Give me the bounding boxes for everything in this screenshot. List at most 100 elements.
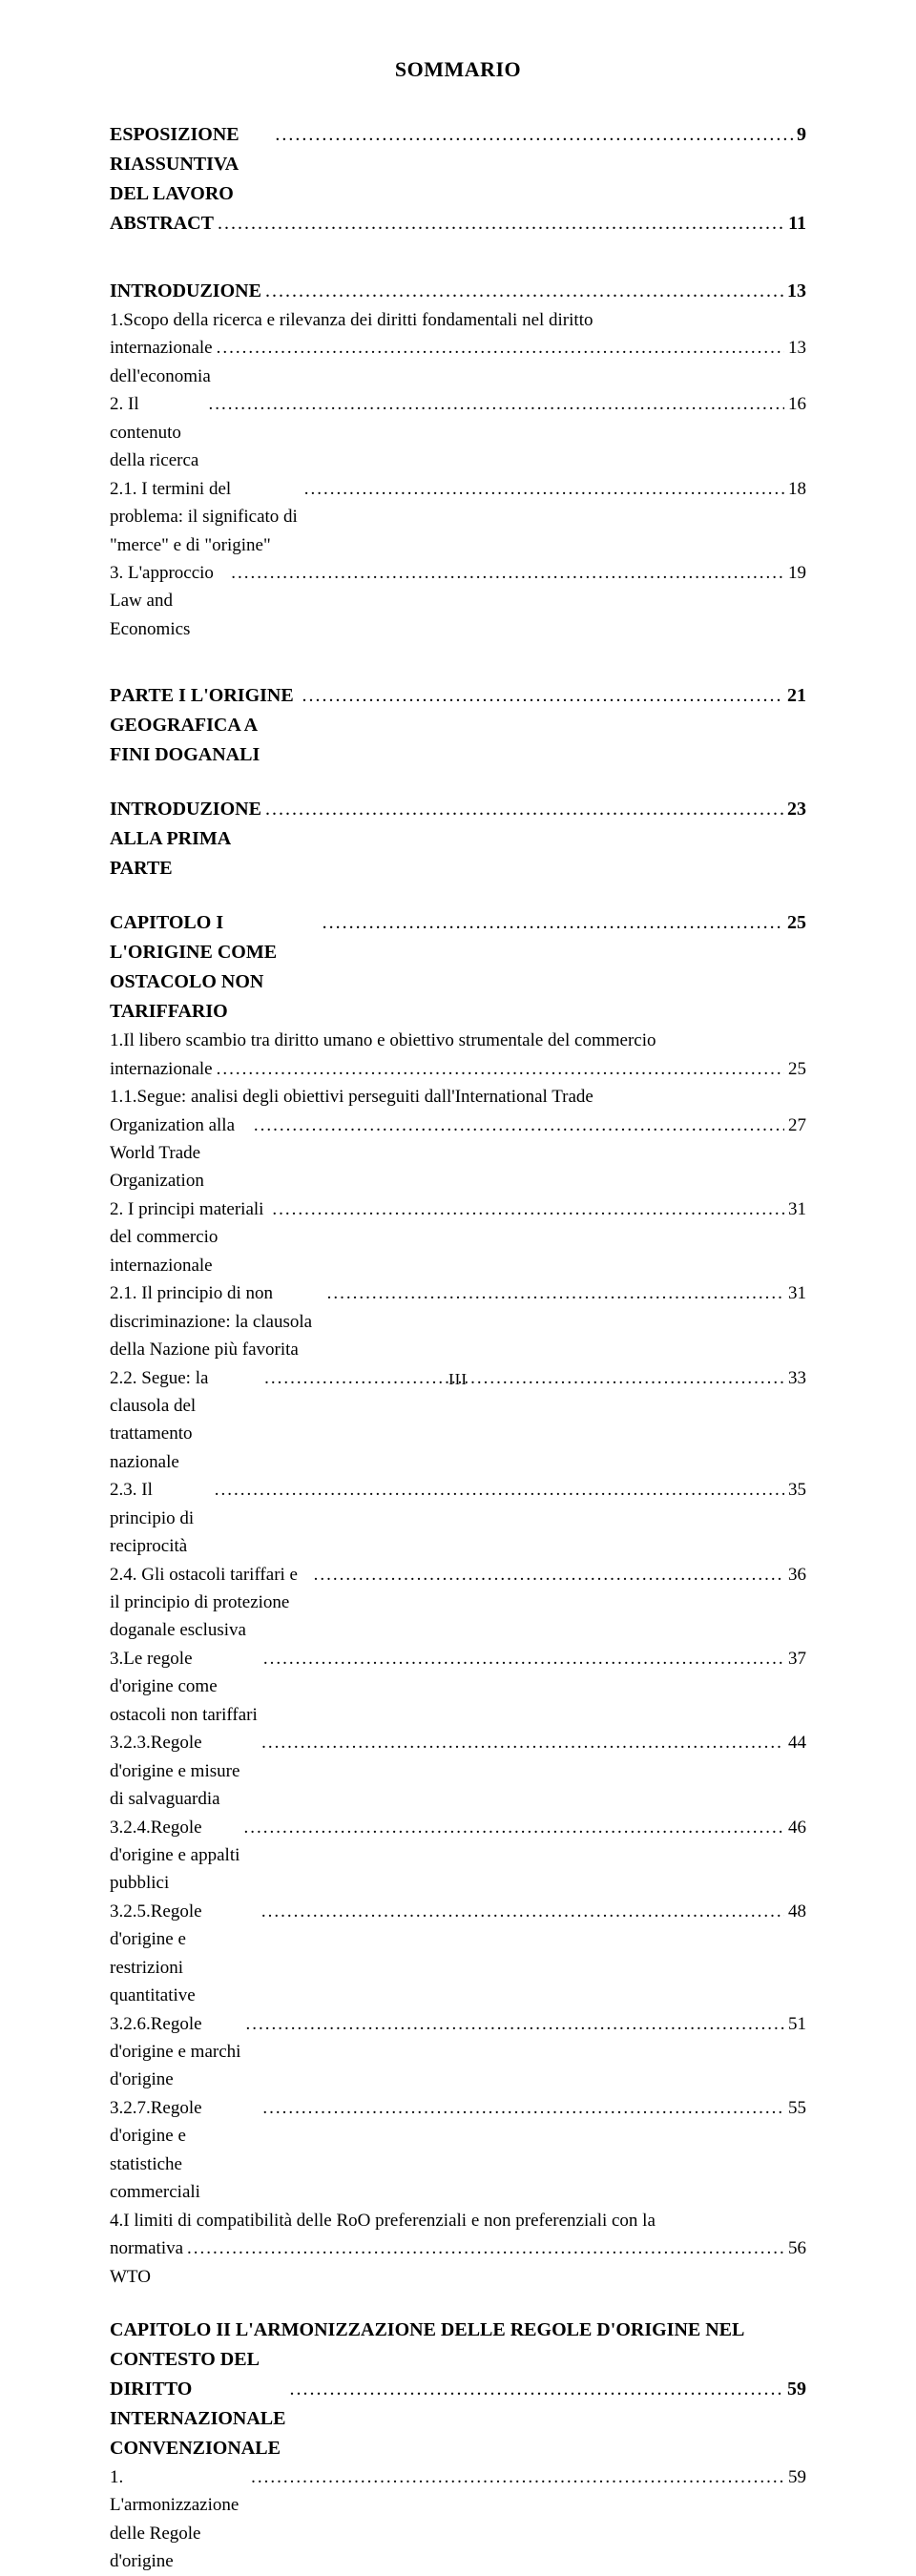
toc-entry-text: internazionale	[110, 1055, 213, 1083]
toc-entry-page: 23	[783, 795, 806, 824]
toc-text-segment: A	[110, 213, 123, 234]
toc-text-segment: BSTRACT	[123, 213, 213, 234]
toc-text-segment: C	[110, 912, 123, 933]
toc-entry: 3.2.5.Regole d'origine e restrizioni qua…	[110, 1898, 806, 2010]
toc-entry-page: 13	[783, 277, 806, 306]
toc-leader	[319, 908, 783, 938]
toc-entry: 2.1. Il principio di non discriminazione…	[110, 1279, 806, 1363]
toc-entry: internazionale dell'economia13	[110, 334, 806, 390]
toc-entry: normativa WTO 56	[110, 2234, 806, 2291]
toc-entry: 1.Scopo della ricerca e rilevanza dei di…	[110, 306, 806, 334]
toc-entry-page: 48	[784, 1898, 806, 1925]
toc-entry: DIRITTO INTERNAZIONALE CONVENZIONALE 59	[110, 2375, 806, 2463]
toc-text-segment: II L'	[216, 2319, 253, 2340]
toc-text-segment: I L'	[178, 685, 209, 706]
toc-leader	[301, 475, 784, 503]
toc-entry-page: 16	[784, 390, 806, 418]
toc-entry-page: 56	[784, 2234, 806, 2262]
toc-text-segment: ARMONIZZAZIONE DELLE REGOLE D	[254, 2319, 611, 2340]
toc-leader	[205, 390, 785, 418]
toc-text-segment: SPOSIZIONE RIASSUNTIVA DEL LAVORO	[110, 124, 239, 204]
toc-spacer	[110, 239, 806, 277]
toc-leader	[247, 2463, 784, 2491]
toc-entry: internazionale 25	[110, 1055, 806, 1083]
toc-text-segment: DIRITTO INTERNAZIONALE CONVENZIONALE	[110, 2379, 285, 2459]
toc-text-segment: E	[110, 124, 122, 145]
toc-entry-page: 59	[783, 2375, 806, 2404]
toc-entry: 2. Il contenuto della ricerca16	[110, 390, 806, 474]
toc-spacer	[110, 643, 806, 681]
toc-entry-text: 2.1. Il principio di non discriminazione…	[110, 1279, 323, 1363]
toc-entry-page: 18	[784, 475, 806, 503]
toc-entry-text: ABSTRACT	[110, 209, 214, 239]
title-rest: OMMARIO	[407, 57, 522, 81]
toc-entry-text: 2. I principi materiali del commercio in…	[110, 1195, 268, 1279]
toc-entry-page: 27	[784, 1111, 806, 1139]
toc-entry-text: 2.4. Gli ostacoli tariffari e il princip…	[110, 1561, 310, 1645]
toc-entry-text: normativa WTO	[110, 2234, 183, 2291]
toc-entry-text: ESPOSIZIONE RIASSUNTIVA DEL LAVORO	[110, 120, 271, 209]
toc-entry-text: 3.2.3.Regole d'origine e misure di salva…	[110, 1729, 258, 1813]
toc-entry-page: 25	[784, 1055, 806, 1083]
toc-leader	[258, 1729, 784, 1756]
toc-entry-text: INTRODUZIONE	[110, 277, 261, 306]
toc-entry-text: PARTE I L'ORIGINE GEOGRAFICA A FINI DOGA…	[110, 681, 299, 770]
toc-leader	[260, 1645, 784, 1672]
toc-leader	[213, 334, 784, 362]
toc-text-segment: C	[110, 2319, 123, 2340]
toc-entry: 2. I principi materiali del commercio in…	[110, 1195, 806, 1279]
toc-text-segment: I	[110, 280, 117, 301]
toc-leader	[261, 795, 783, 824]
toc-leader	[240, 1814, 784, 1841]
toc-text-segment: I	[110, 799, 117, 820]
toc-spacer	[110, 770, 806, 795]
toc-entry-page: 44	[784, 1729, 806, 1756]
toc-entry-page: 37	[784, 1645, 806, 1672]
toc-entry: CAPITOLO II L'ARMONIZZAZIONE DELLE REGOL…	[110, 2316, 806, 2375]
toc-entry: 3.2.7.Regole d'origine e statistiche com…	[110, 2094, 806, 2207]
toc-leader	[211, 1476, 784, 1504]
toc-entry-text: 3.2.6.Regole d'origine e marchi d'origin…	[110, 2010, 242, 2094]
toc-text-segment: P	[110, 685, 121, 706]
toc-entry-page: 36	[784, 1561, 806, 1589]
toc-entry: 3.2.6.Regole d'origine e marchi d'origin…	[110, 2010, 806, 2094]
toc-leader	[214, 209, 784, 239]
toc-entry-text: 3. L'approccio Law and Economics	[110, 559, 227, 643]
toc-entry-page: 13	[784, 334, 806, 362]
toc-leader	[261, 277, 783, 306]
toc-text-segment: APITOLO	[123, 912, 216, 933]
toc-entry: ABSTRACT 11	[110, 209, 806, 239]
toc-leader	[268, 1195, 784, 1223]
toc-entry: 1.Il libero scambio tra diritto umano e …	[110, 1027, 806, 1054]
toc-text-segment: NTRODUZIONE ALLA PRIMA PARTE	[110, 799, 261, 879]
toc-entry: 2.1. I termini del problema: il signific…	[110, 475, 806, 559]
toc-entry-page: 31	[784, 1195, 806, 1223]
toc-entry-page: 19	[784, 559, 806, 587]
toc-entry: CAPITOLO I L'ORIGINE COME OSTACOLO NON T…	[110, 908, 806, 1027]
toc-entry-page: 35	[784, 1476, 806, 1504]
toc-entry-text: 1. L'armonizzazione delle Regole d'origi…	[110, 2463, 247, 2576]
toc-leader	[258, 1898, 784, 1925]
toc-entry-text: DIRITTO INTERNAZIONALE CONVENZIONALE	[110, 2375, 285, 2463]
toc-leader	[242, 2010, 785, 2038]
toc-entry-page: 21	[783, 681, 806, 711]
toc-entry-text: CAPITOLO I L'ORIGINE COME OSTACOLO NON T…	[110, 908, 319, 1027]
toc-entry: 3. L'approccio Law and Economics 19	[110, 559, 806, 643]
toc-entry: PARTE I L'ORIGINE GEOGRAFICA A FINI DOGA…	[110, 681, 806, 770]
toc-entry: 2.4. Gli ostacoli tariffari e il princip…	[110, 1561, 806, 1645]
toc-spacer	[110, 883, 806, 908]
toc-leader	[259, 2094, 784, 2122]
toc-entry-page: 11	[784, 209, 806, 239]
toc-entry-text: 3.Le regole d'origine come ostacoli non …	[110, 1645, 260, 1729]
toc-leader	[213, 1055, 784, 1083]
toc-entry-page: 25	[783, 908, 806, 938]
toc-entry-text: Organization alla World Trade Organizati…	[110, 1111, 250, 1195]
toc-spacer	[110, 2291, 806, 2316]
toc-entry: 4.I limiti di compatibilità delle RoO pr…	[110, 2207, 806, 2234]
toc-entry-page: 46	[784, 1814, 806, 1841]
toc-text-segment: ARTE	[121, 685, 178, 706]
toc-entry-text: 3.2.5.Regole d'origine e restrizioni qua…	[110, 1898, 258, 2010]
toc-entry: 1. L'armonizzazione delle Regole d'origi…	[110, 2463, 806, 2576]
toc-leader	[299, 681, 783, 711]
toc-leader	[285, 2375, 783, 2404]
